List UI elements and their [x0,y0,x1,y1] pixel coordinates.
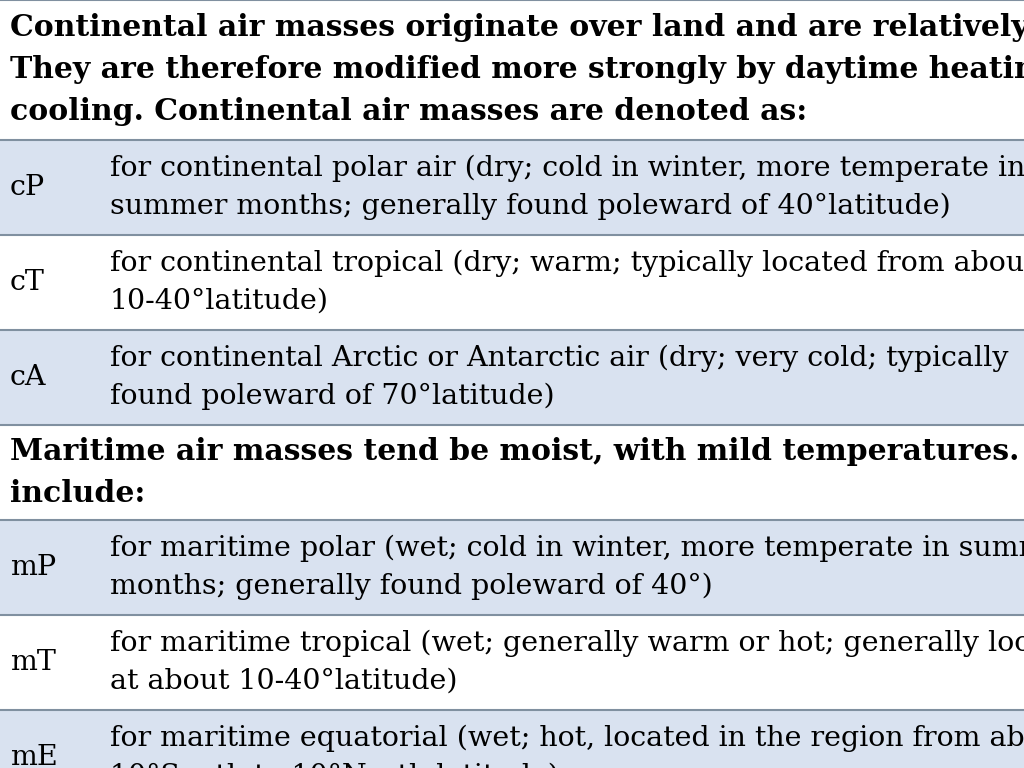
Text: for continental Arctic or Antarctic air (dry; very cold; typically: for continental Arctic or Antarctic air … [110,345,1009,372]
Bar [0,425,1024,520]
Text: summer months; generally found poleward of 40°latitude): summer months; generally found poleward … [110,193,950,220]
Bar [0,0,1024,140]
Text: mE: mE [10,744,57,768]
Text: found poleward of 70°latitude): found poleward of 70°latitude) [110,382,555,410]
Text: Maritime air masses tend be moist, with mild temperatures. They: Maritime air masses tend be moist, with … [10,437,1024,466]
Bar [0,330,1024,425]
Bar [0,520,1024,615]
Bar [0,710,1024,768]
Text: for maritime tropical (wet; generally warm or hot; generally located: for maritime tropical (wet; generally wa… [110,630,1024,657]
Text: They are therefore modified more strongly by daytime heating and: They are therefore modified more strongl… [10,55,1024,84]
Text: for maritime polar (wet; cold in winter, more temperate in summer: for maritime polar (wet; cold in winter,… [110,535,1024,562]
Text: at about 10-40°latitude): at about 10-40°latitude) [110,668,458,695]
Text: mP: mP [10,554,56,581]
Text: cA: cA [10,364,46,391]
Bar [0,140,1024,235]
Text: cP: cP [10,174,45,201]
Bar [0,615,1024,710]
Text: months; generally found poleward of 40°): months; generally found poleward of 40°) [110,573,713,600]
Text: for continental tropical (dry; warm; typically located from about: for continental tropical (dry; warm; typ… [110,250,1024,277]
Text: 10°South to 10°North latitude): 10°South to 10°North latitude) [110,763,559,768]
Text: include:: include: [10,479,145,508]
Text: mT: mT [10,649,56,676]
Bar [0,235,1024,330]
Text: Continental air masses originate over land and are relatively dry.: Continental air masses originate over la… [10,14,1024,42]
Text: 10-40°latitude): 10-40°latitude) [110,288,329,315]
Text: for continental polar air (dry; cold in winter, more temperate in: for continental polar air (dry; cold in … [110,155,1024,182]
Text: for maritime equatorial (wet; hot, located in the region from about: for maritime equatorial (wet; hot, locat… [110,725,1024,752]
Text: cT: cT [10,269,45,296]
Text: cooling. Continental air masses are denoted as:: cooling. Continental air masses are deno… [10,98,807,127]
